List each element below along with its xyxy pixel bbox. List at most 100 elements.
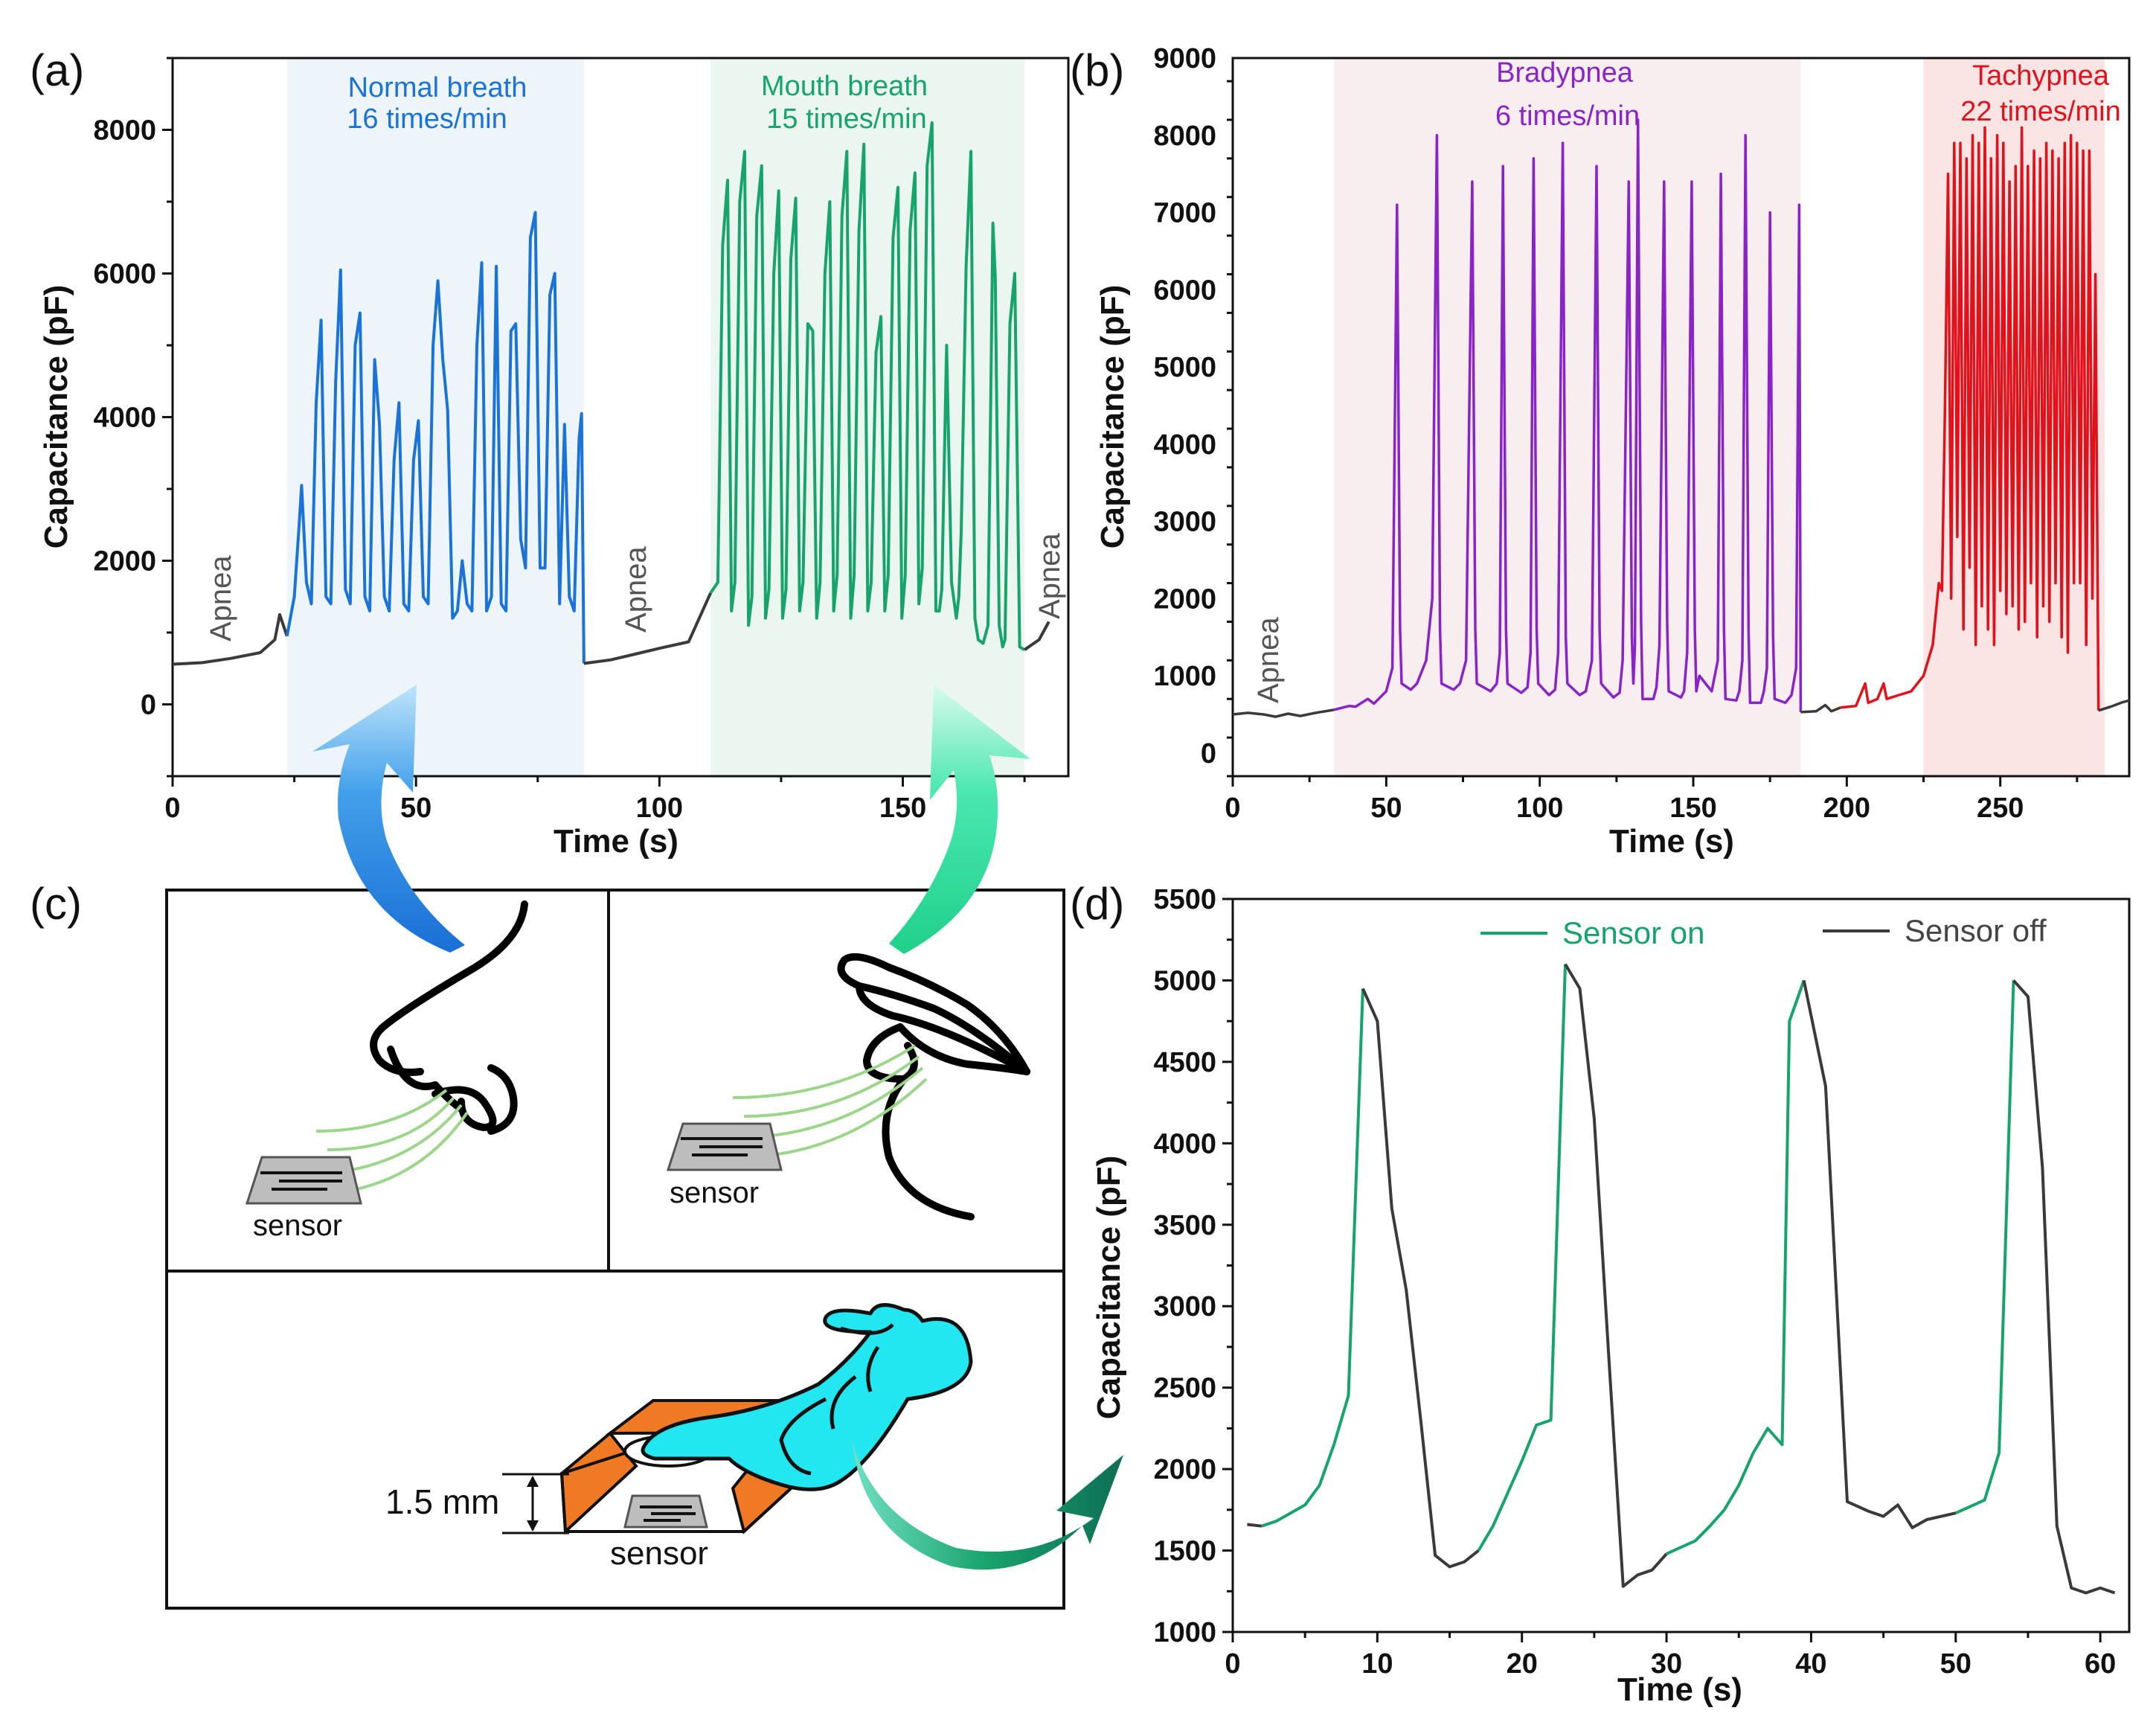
schematic-frame — [165, 889, 1065, 1610]
chart-d-series-sensor-on-2 — [1261, 988, 1364, 1528]
chart-a-series-apnea-3 — [583, 592, 712, 665]
chart-b-series — [1232, 118, 2130, 718]
chart-d-frame — [1231, 897, 2131, 1633]
chart-a-mouth-rate: 15 times/min — [766, 103, 926, 135]
nose-airflow-lines — [315, 1089, 469, 1192]
chart-d-xtick-label: 30 — [1651, 1648, 1682, 1680]
chart-b-xtick-label: 0 — [1225, 793, 1240, 824]
chart-a-xtick-label: 50 — [400, 793, 431, 824]
chart-b-brady-title: Bradypnea — [1496, 57, 1634, 89]
chart-d-ytick-label: 5500 — [1153, 884, 1216, 915]
chart-a-apnea-1: Apnea — [205, 555, 237, 641]
chart-a-normal-title: Normal breath — [348, 72, 527, 103]
chart-d-series-sensor-off-7 — [1802, 979, 1957, 1529]
mouth-sensor-label: sensor — [670, 1177, 759, 1209]
thickness-dimension — [502, 1473, 569, 1534]
chart-a-series-apnea-5 — [1023, 621, 1050, 651]
chart-b-ytick-label: 0 — [1201, 738, 1216, 769]
legend-sensor-on-label: Sensor on — [1562, 915, 1704, 950]
chart-b-series-tachypnea-4 — [1840, 126, 2100, 711]
arrow-mouth-to-mouth-breath — [889, 685, 1030, 954]
chart-b-apnea: Apnea — [1252, 617, 1285, 703]
chart-b-xlabel: Time (s) — [1609, 823, 1734, 860]
chart-a-series-normal-breath-2 — [285, 211, 585, 664]
chart-d-ytick-label: 1000 — [1153, 1617, 1216, 1648]
chart-d-xlabel: Time (s) — [1617, 1671, 1742, 1708]
chart-d-series — [1247, 963, 2116, 1595]
chart-a-ytick-label: 4000 — [93, 403, 156, 434]
chart-b-ytick-label: 9000 — [1153, 43, 1216, 74]
small-sensor-icon — [623, 1494, 708, 1529]
chart-d-xtick-label: 20 — [1507, 1648, 1538, 1680]
chart-d-xtick-label: 50 — [1940, 1648, 1971, 1680]
chart-d-series-sensor-off-9 — [2012, 979, 2116, 1595]
chart-a-ytick-label: 8000 — [93, 115, 156, 147]
chart-a-region-1 — [286, 58, 584, 776]
chart-a-xtick-label: 0 — [164, 793, 180, 824]
chart-b-xtick-label: 50 — [1370, 793, 1402, 824]
chart-a-xtick-label: 150 — [879, 793, 926, 824]
chart-b-ytick-label: 7000 — [1153, 198, 1216, 229]
chart-d-series-sensor-on-6 — [1666, 979, 1806, 1555]
chart-b-xtick-label: 250 — [1977, 793, 2024, 824]
chart-d-series-sensor-on-8 — [1954, 980, 2015, 1515]
chart-d: 1000 1500 2000 2500 3000 3500 4000 4500 5000 5500… — [1091, 884, 2131, 1708]
chart-b-tachy-title: Tachypnea — [1972, 60, 2110, 92]
arrow-finger-to-chart-d — [852, 1440, 1123, 1570]
nose-sensor-icon — [245, 1156, 362, 1205]
arrow-nose-to-normal — [312, 685, 465, 953]
chart-b-ytick-label: 5000 — [1153, 352, 1216, 383]
chart-d-xtick-label: 40 — [1795, 1648, 1826, 1680]
chart-a-apnea-3: Apnea — [1033, 533, 1066, 619]
chart-d-ylabel: Capacitance (pF) — [1091, 1156, 1127, 1420]
chart-b-ytick-label: 2000 — [1153, 583, 1216, 615]
chart-d-series-sensor-off-3 — [1361, 988, 1480, 1569]
chart-d-xtick-label: 0 — [1225, 1648, 1240, 1680]
panel-label-b: (b) — [1070, 45, 1124, 95]
chart-d-ytick-label: 3500 — [1153, 1210, 1216, 1241]
chart-d-xtick-label: 60 — [2085, 1648, 2116, 1680]
chart-d-ytick-label: 3000 — [1153, 1291, 1216, 1322]
mouth-illustration — [837, 953, 1030, 1220]
chart-a-ytick-label: 0 — [141, 690, 156, 721]
chart-b-ytick-label: 3000 — [1153, 507, 1216, 538]
chart-d-axes: 1000 1500 2000 2500 3000 3500 4000 4500 5000 5500… — [1153, 884, 2131, 1680]
chart-d-ytick-label: 1500 — [1153, 1536, 1216, 1567]
panel-label-a: (a) — [30, 45, 84, 95]
chart-b-series-apnea-5 — [2098, 699, 2130, 712]
chart-b-series-apnea-3 — [1800, 703, 1841, 714]
legend-sensor-off-label: Sensor off — [1905, 913, 2047, 948]
panel-label-c: (c) — [30, 879, 82, 929]
chart-b-ytick-label: 8000 — [1153, 121, 1216, 152]
panel-label-d: (d) — [1070, 879, 1124, 929]
chart-d-series-sensor-off-1 — [1247, 1523, 1263, 1528]
glove-hand — [641, 1303, 973, 1491]
chart-b-ytick-label: 4000 — [1153, 429, 1216, 461]
chart-a-axes: 0 2000 4000 6000 8000 0 50 100 150 — [93, 57, 1070, 824]
chart-d-ytick-label: 2000 — [1153, 1454, 1216, 1485]
mouth-airflow-lines — [732, 1044, 928, 1157]
chart-b-xtick-label: 100 — [1516, 793, 1563, 824]
chart-d-ytick-label: 4500 — [1153, 1047, 1216, 1078]
chart-a-series-mouth-breath-4 — [709, 121, 1026, 651]
chart-a-series-apnea-1 — [172, 612, 289, 666]
chart-a-xlabel: Time (s) — [554, 823, 678, 860]
schematic-panel-c: sensor sensor — [165, 889, 1065, 1610]
chart-b-series-bradypnea-2 — [1333, 118, 1803, 712]
chart-b-tachy-rate: 22 times/min — [1960, 96, 2120, 127]
chart-b-frame — [1231, 57, 2131, 778]
thickness-label: 1.5 mm — [385, 1482, 499, 1521]
chart-b-ylabel: Capacitance (pF) — [1094, 285, 1131, 549]
chart-d-ytick-label: 2500 — [1153, 1373, 1216, 1404]
chart-a-xtick-label: 100 — [636, 793, 683, 824]
chart-b-xtick-label: 150 — [1669, 793, 1716, 824]
finger-sensor-label: sensor — [610, 1535, 708, 1572]
chart-b-series-apnea-1 — [1232, 708, 1335, 718]
chart-a-series — [172, 121, 1050, 666]
chart-a-apnea-2: Apnea — [620, 546, 652, 633]
chart-a-normal-rate: 16 times/min — [347, 103, 507, 135]
chart-a-ytick-label: 2000 — [93, 546, 156, 577]
chart-b-axes: 0 1000 2000 3000 4000 5000 6000 7000 8000 9000 0 50… — [1153, 43, 2131, 824]
chart-b-ytick-label: 1000 — [1153, 661, 1216, 692]
